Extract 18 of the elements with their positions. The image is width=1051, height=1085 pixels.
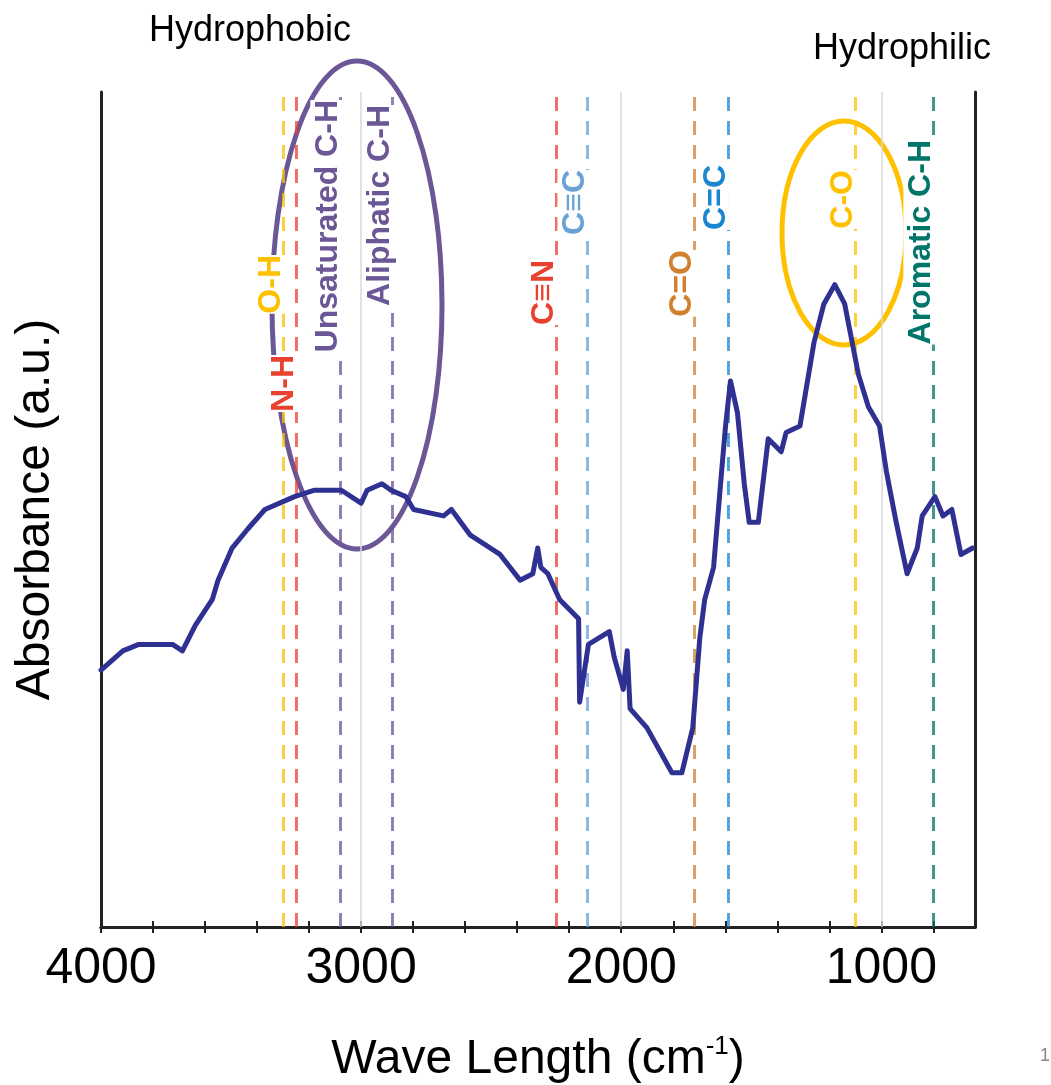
y-axis-title: Absorbance (a.u.) [5,318,59,701]
ref-line-label: C=O [662,250,699,317]
ref-line-label: Aliphatic C-H [360,105,397,306]
ref-line-label: C=C [695,165,732,230]
x-tick-label: 4000 [45,938,157,994]
ref-line-label: O-H [251,255,288,314]
ref-line-label: C≡N [524,260,561,325]
ref-line-label: C≡C [555,170,592,235]
ref-line-label: C-O [823,170,860,229]
x-tick-label: 2000 [565,938,677,994]
x-tick-label: 3000 [305,938,417,994]
ref-line-label: N-H [264,355,301,412]
text: 1 [1040,1045,1051,1065]
ref-line-label: Aromatic C-H [901,140,938,345]
ref-line-label: Unsaturated C-H [308,100,345,353]
x-tick-label: 1000 [825,938,937,994]
text: Hydrophilic [812,25,992,67]
text: Hydrophobic [148,7,352,49]
